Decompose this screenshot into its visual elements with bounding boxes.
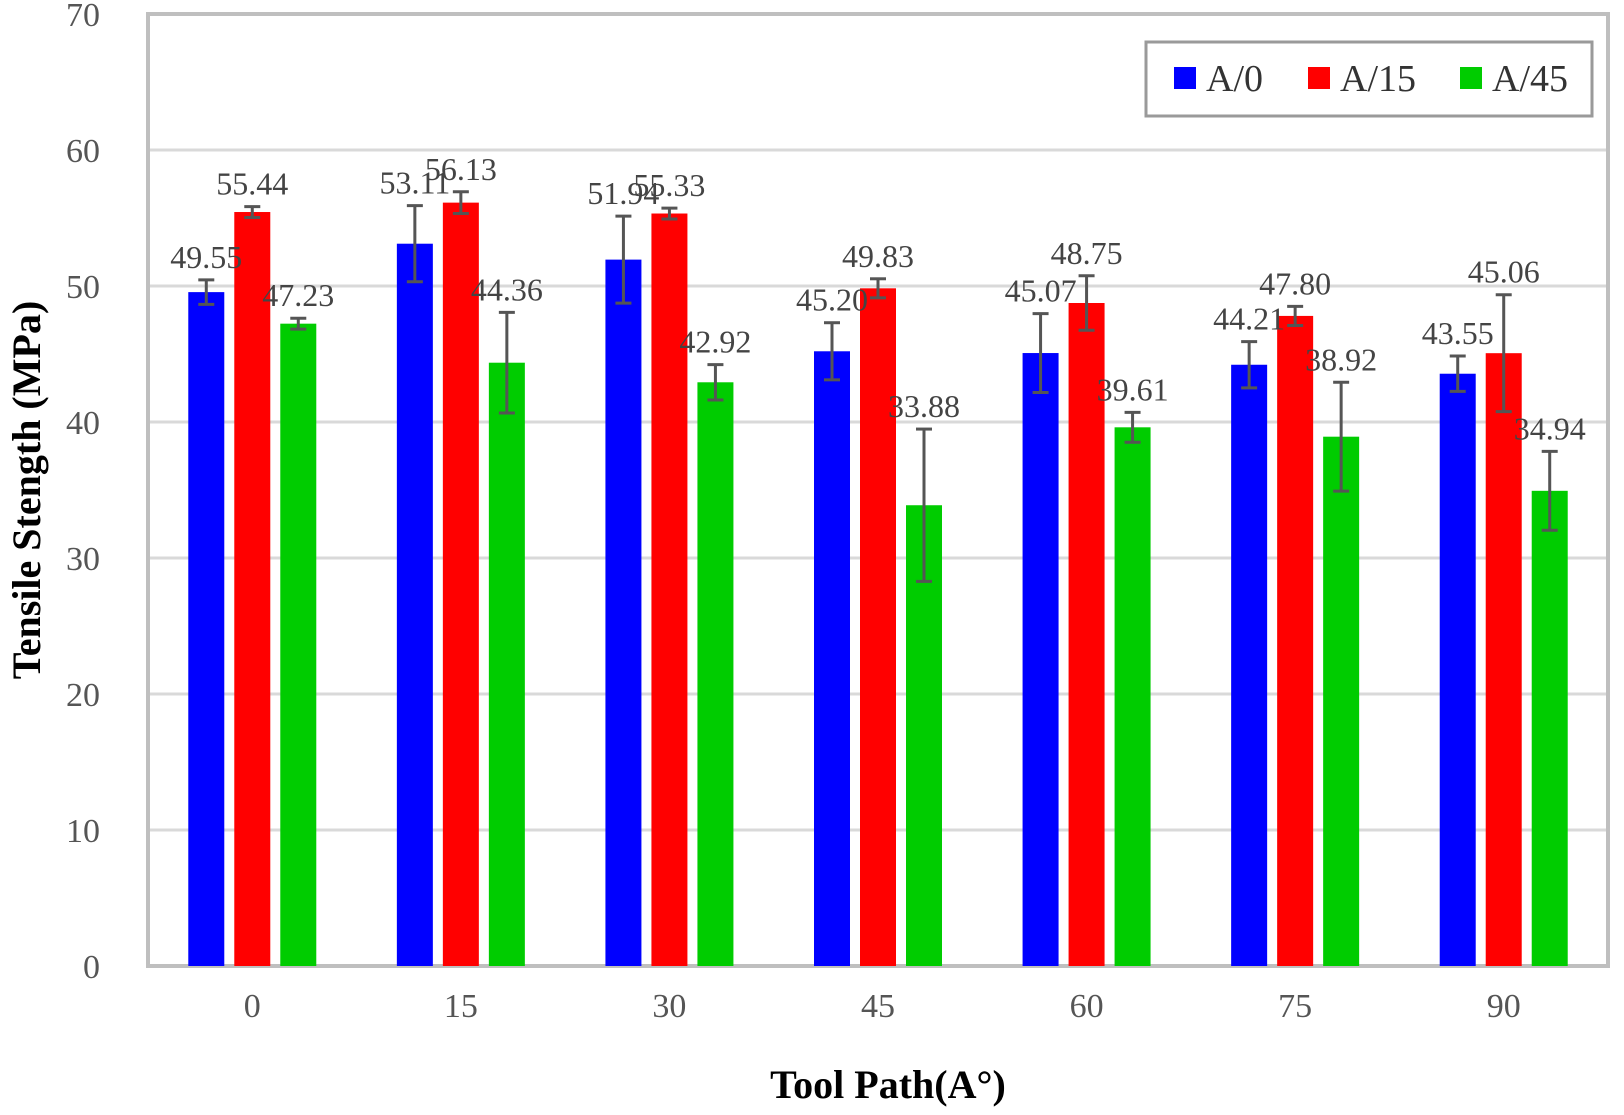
bar-A45-75 [1323, 436, 1360, 966]
data-label: 49.83 [842, 238, 914, 274]
bar-A0-30 [605, 259, 642, 967]
legend-label-a15: A/15 [1340, 58, 1416, 100]
y-tick-label: 0 [83, 949, 100, 986]
error-bar [452, 190, 469, 216]
error-bar [198, 278, 215, 306]
error-bar [498, 310, 515, 415]
error-bar [824, 321, 840, 382]
data-label: 45.20 [796, 282, 868, 318]
data-label: 39.61 [1097, 371, 1169, 407]
data-label: 47.80 [1259, 265, 1331, 301]
data-label: 51.94 [587, 175, 659, 211]
bar-A0-0 [188, 292, 225, 966]
legend-label-a45: A/45 [1492, 58, 1568, 100]
error-bar [661, 206, 678, 221]
bar-A0-45 [814, 351, 850, 966]
data-label: 45.07 [1005, 273, 1077, 309]
y-tick-label: 30 [66, 541, 100, 578]
data-label: 43.55 [1422, 315, 1494, 351]
bar-A45-0 [280, 323, 317, 966]
y-tick-label: 60 [66, 133, 100, 170]
bar-A45-30 [697, 382, 734, 967]
bar-A0-90 [1439, 373, 1476, 967]
legend-swatch-a0 [1174, 67, 1196, 89]
bars [188, 202, 1568, 967]
error-bar [1241, 340, 1258, 390]
data-label: 42.92 [679, 324, 751, 360]
error-bar [1287, 304, 1304, 327]
error-bar [1078, 274, 1095, 332]
x-tick-label: 0 [244, 988, 261, 1025]
legend: A/0 A/15 A/45 [1144, 40, 1594, 118]
y-tick-label: 40 [66, 405, 100, 442]
data-label: 34.94 [1514, 410, 1586, 446]
x-axis-ticks: 0 15 30 45 60 75 90 [244, 988, 1521, 1025]
y-axis-title: Tensile Stength (MPa) [4, 301, 49, 680]
bar-A0-75 [1231, 364, 1268, 966]
x-tick-label: 75 [1278, 988, 1312, 1025]
y-tick-label: 10 [66, 813, 100, 850]
legend-box [1144, 40, 1594, 118]
x-tick-label: 30 [652, 988, 686, 1025]
data-label: 55.44 [216, 166, 288, 202]
data-label: 38.92 [1305, 341, 1377, 377]
error-bar [1449, 354, 1466, 393]
data-label: 47.23 [262, 277, 334, 313]
x-tick-label: 45 [861, 988, 895, 1025]
error-bar [1032, 312, 1049, 394]
bar-A15-60 [1068, 303, 1105, 966]
x-tick-label: 60 [1070, 988, 1104, 1025]
x-tick-label: 90 [1487, 988, 1521, 1025]
error-bar [1541, 449, 1558, 532]
x-axis-title: Tool Path(A°) [770, 1062, 1006, 1107]
error-bar [615, 214, 632, 305]
error-bar [916, 427, 932, 583]
data-label: 45.06 [1468, 254, 1540, 290]
data-label: 55.33 [633, 167, 705, 203]
error-bar [1495, 293, 1512, 414]
bar-A45-60 [1114, 427, 1151, 967]
bar-A15-30 [651, 213, 688, 967]
error-bar [870, 277, 886, 300]
bar-A15-75 [1277, 315, 1314, 966]
error-bar [707, 363, 724, 402]
legend-label-a0: A/0 [1206, 58, 1263, 100]
y-tick-label: 50 [66, 269, 100, 306]
data-label: 33.88 [888, 388, 960, 424]
bar-A15-90 [1485, 353, 1522, 967]
bar-A0-60 [1022, 353, 1059, 967]
bar-A15-45 [860, 288, 896, 966]
x-tick-label: 15 [444, 988, 478, 1025]
error-bar [406, 204, 423, 284]
legend-swatch-a45 [1460, 67, 1482, 89]
data-label: 44.36 [471, 271, 543, 307]
data-label: 48.75 [1051, 235, 1123, 271]
bar-A45-15 [488, 362, 525, 967]
bar-A0-15 [396, 243, 433, 967]
bar-A15-0 [234, 212, 271, 967]
y-axis-ticks: 0 10 20 30 40 50 60 70 [66, 0, 100, 986]
error-bars [198, 190, 1558, 583]
data-label: 53.11 [379, 165, 450, 201]
legend-swatch-a15 [1308, 67, 1330, 89]
error-bar [1124, 410, 1141, 444]
bar-A45-90 [1531, 490, 1568, 966]
data-labels: 49.55 53.11 51.94 45.20 45.07 44.21 43.55 55.44… [170, 151, 1585, 447]
error-bar [290, 316, 307, 331]
data-label: 49.55 [170, 239, 242, 275]
data-label: 44.21 [1213, 301, 1285, 337]
bar-A15-15 [442, 202, 479, 966]
data-label: 56.13 [425, 151, 497, 187]
y-tick-label: 70 [66, 0, 100, 34]
error-bar [244, 205, 261, 219]
error-bar [1333, 380, 1350, 493]
y-tick-label: 20 [66, 677, 100, 714]
